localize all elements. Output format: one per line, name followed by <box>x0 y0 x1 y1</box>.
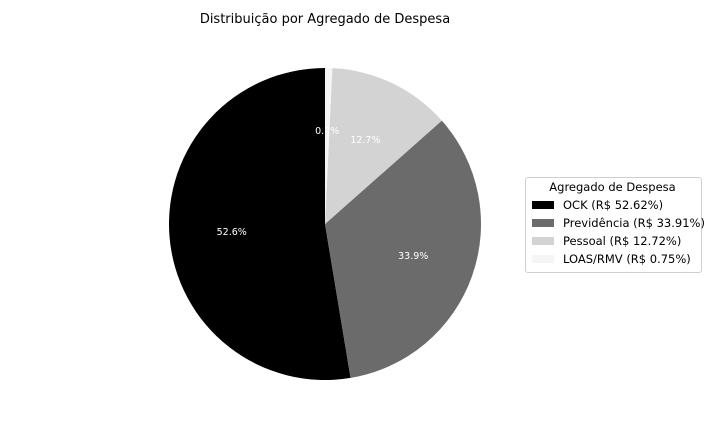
chart-title: Distribuição por Agregado de Despesa <box>200 12 450 27</box>
legend-item: Pessoal (R$ 12.72%) <box>532 232 693 250</box>
legend-swatch <box>532 201 554 209</box>
slice-pct-label: 33.9% <box>398 251 428 262</box>
legend-swatch <box>532 255 554 263</box>
legend-swatch <box>532 237 554 245</box>
legend-label: Previdência (R$ 33.91%) <box>563 216 705 230</box>
legend-items: OCK (R$ 52.62%) Previdência (R$ 33.91%) Pe… <box>532 196 705 268</box>
legend-item: Previdência (R$ 33.91%) <box>532 214 705 232</box>
pie-slice-labels: 52.6% 33.9% 12.7% 0.7% <box>217 126 429 262</box>
pie-slice-loas-rmv <box>325 68 333 224</box>
legend-title: Agregado de Despesa <box>549 180 676 194</box>
slice-pct-label: 12.7% <box>350 135 380 146</box>
legend-item: LOAS/RMV (R$ 0.75%) <box>532 250 693 268</box>
pie-slice-previd-ncia <box>325 120 481 378</box>
legend-swatch <box>532 219 554 227</box>
slice-pct-label: 52.6% <box>217 227 247 238</box>
pie-slice-ock <box>168 68 351 380</box>
legend-label: OCK (R$ 52.62%) <box>563 198 664 212</box>
chart-legend: Agregado de Despesa OCK (R$ 52.62%) Previ… <box>525 177 705 273</box>
pie-slice-pessoal <box>325 68 442 224</box>
pie-slices <box>168 68 481 380</box>
legend-label: Pessoal (R$ 12.72%) <box>563 234 682 248</box>
legend-label: LOAS/RMV (R$ 0.75%) <box>563 252 691 266</box>
slice-pct-label: 0.7% <box>315 126 339 137</box>
legend-item: OCK (R$ 52.62%) <box>532 196 693 214</box>
